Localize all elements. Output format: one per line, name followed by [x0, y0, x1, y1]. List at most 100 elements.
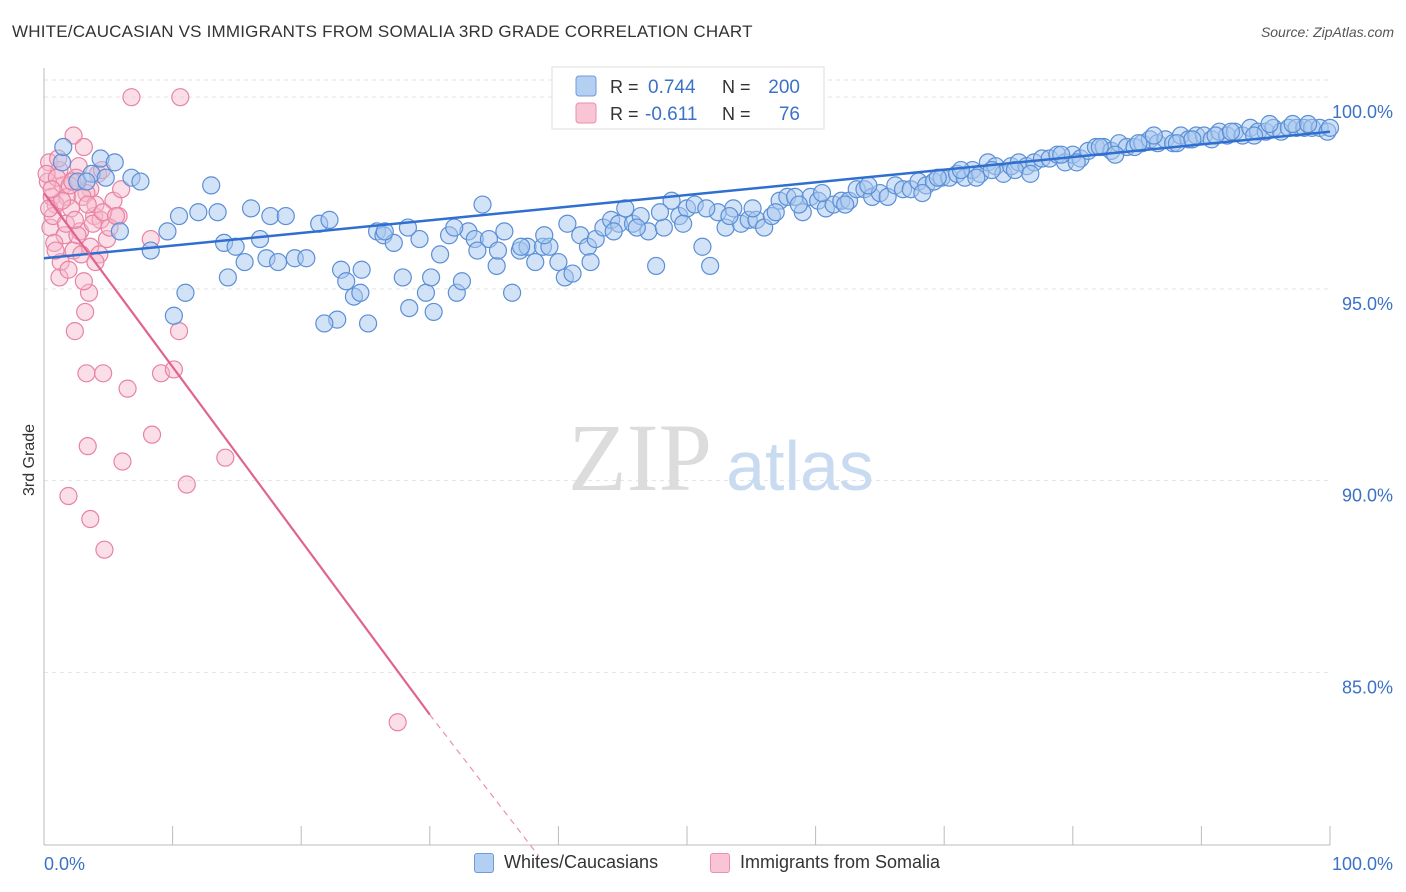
whites-point [393, 268, 412, 287]
whites-point [487, 256, 506, 276]
whites-point [1221, 122, 1241, 141]
somalia-point [216, 448, 235, 467]
whites-point [627, 218, 646, 237]
whites-point [235, 252, 254, 272]
whites-point [52, 153, 72, 172]
whites-points [52, 114, 1340, 333]
whites-point [189, 203, 208, 222]
somalia-point [46, 241, 65, 260]
whites-point [743, 199, 762, 218]
whites-point [416, 283, 436, 302]
x-tick-label-end: 100.0% [1332, 854, 1393, 874]
whites-point [351, 283, 370, 302]
whites-trend-line [43, 130, 1331, 260]
whites-point [766, 203, 785, 222]
legend-label-whites: Whites/Caucasians [504, 852, 659, 872]
whites-point [176, 283, 195, 302]
legend-swatch-pink [575, 102, 597, 124]
whites-point [1283, 114, 1302, 134]
somalia-point [45, 233, 64, 253]
whites-point [424, 302, 443, 322]
whites-point [375, 222, 394, 241]
somalia-point [177, 475, 196, 494]
whites-point [558, 214, 577, 233]
watermark-atlas: atlas [726, 427, 874, 505]
whites-point [400, 299, 419, 318]
whites-point [77, 172, 96, 191]
whites-point [1106, 145, 1125, 164]
whites-point [430, 245, 450, 264]
whites-point [105, 153, 124, 172]
whites-point [169, 206, 189, 226]
legend-r-label-1: R = [610, 77, 639, 97]
whites-point [654, 218, 673, 237]
legend-label-somalia: Immigrants from Somalia [740, 852, 941, 872]
chart-title: WHITE/CAUCASIAN VS IMMIGRANTS FROM SOMAL… [12, 22, 753, 41]
whites-point [158, 222, 177, 241]
whites-point [473, 195, 492, 214]
somalia-point [169, 322, 189, 341]
whites-point [604, 222, 623, 241]
somalia-point [79, 283, 99, 302]
legend-n-value-2: 76 [779, 104, 800, 125]
whites-point [358, 314, 378, 333]
somalia-point [94, 364, 113, 383]
whites-point [250, 229, 270, 249]
whites-point [967, 168, 986, 187]
whites-point [352, 260, 371, 279]
somalia-point [65, 210, 84, 229]
whites-point [445, 218, 464, 237]
whites-point [131, 172, 150, 191]
somalia-point [64, 126, 83, 145]
whites-point [1021, 164, 1040, 183]
somalia-trend-extension [429, 714, 540, 857]
whites-point [315, 314, 334, 333]
legend-n-label-2: N = [722, 104, 751, 124]
axes [43, 68, 1331, 846]
somalia-point [78, 437, 97, 456]
legend-r-label-2: R = [610, 104, 639, 124]
grid [44, 79, 1330, 673]
whites-point [951, 160, 971, 180]
series-legend: Whites/Caucasians Immigrants from Somali… [0, 852, 1406, 878]
whites-point [1245, 126, 1264, 145]
whites-point [512, 237, 531, 256]
watermark: ZIP atlas [568, 404, 874, 511]
whites-point [836, 195, 855, 214]
whites-point [535, 226, 554, 245]
whites-point [674, 214, 693, 233]
whites-point [693, 237, 712, 256]
y-tick-label: 95.0% [1342, 294, 1393, 314]
somalia-point [52, 191, 72, 210]
legend-r-value-2: -0.611 [645, 104, 697, 125]
whites-point [549, 252, 568, 272]
legend-box [551, 66, 825, 130]
whites-point [54, 137, 73, 157]
somalia-trend-line [43, 192, 431, 716]
whites-point [913, 183, 932, 203]
y-axis-label: 3rd Grade [21, 424, 38, 496]
somalia-point [388, 713, 407, 732]
y-tick-label: 90.0% [1342, 486, 1393, 506]
somalia-point [95, 540, 114, 559]
whites-point [141, 241, 160, 260]
whites-point [812, 183, 832, 203]
watermark-zip: ZIP [568, 404, 712, 511]
whites-point [421, 268, 441, 287]
whites-point [650, 203, 670, 222]
whites-point [241, 199, 261, 218]
whites-point [526, 252, 545, 272]
whites-point [647, 256, 666, 276]
whites-point [503, 283, 522, 302]
whites-point [337, 272, 356, 291]
legend-n-label-1: N = [722, 77, 751, 97]
legend-n-value-1: 200 [768, 77, 800, 98]
whites-point [276, 206, 295, 226]
source-label: Source: ZipAtlas.com [1260, 24, 1394, 40]
whites-point [218, 268, 237, 287]
whites-point [563, 264, 582, 283]
whites-point [261, 206, 280, 226]
somalia-point [76, 302, 95, 322]
trend-lines [43, 130, 1331, 857]
whites-point [581, 252, 600, 272]
